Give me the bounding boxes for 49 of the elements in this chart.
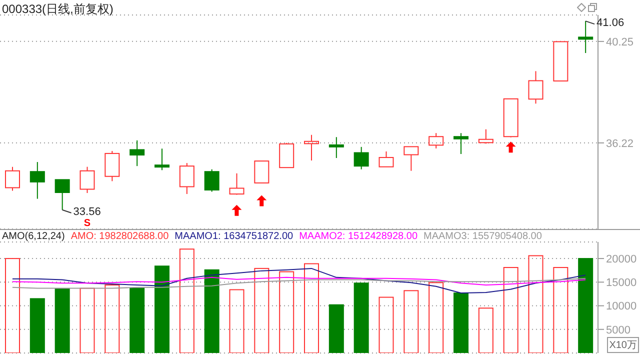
text: MAAMO1: 1634751872.00	[174, 231, 294, 242]
bar	[229, 289, 244, 353]
line-series	[12, 268, 586, 294]
annotation: 41.06	[596, 17, 624, 30]
bar	[30, 298, 45, 353]
y-tick-label: 40.25	[606, 36, 634, 48]
bar	[328, 304, 344, 353]
line-series	[12, 276, 586, 286]
candlestick	[130, 140, 145, 167]
y-tick-label: 15000	[606, 277, 637, 290]
y-tick-label: 20000	[606, 253, 637, 266]
bar	[428, 282, 444, 353]
bar	[204, 269, 220, 353]
bar	[130, 288, 145, 353]
point	[256, 195, 267, 206]
bar	[104, 284, 120, 353]
bar	[478, 308, 494, 353]
candlestick	[304, 134, 319, 162]
point	[232, 204, 242, 216]
point	[506, 142, 516, 153]
candlestick	[328, 136, 344, 158]
bar	[279, 271, 294, 353]
bar	[254, 268, 270, 353]
bar	[179, 248, 194, 353]
bar	[80, 288, 95, 353]
candlestick	[30, 162, 45, 200]
text: MAAMO2: 1512428928.00	[299, 231, 418, 242]
annotation: 33.56	[73, 206, 101, 218]
y-tick-label: 10000	[606, 300, 637, 313]
y-tick-label: 5000	[606, 324, 630, 336]
bar	[354, 282, 369, 353]
bar	[404, 290, 419, 353]
annotation: S	[84, 218, 91, 229]
bar	[578, 258, 594, 353]
bar	[454, 292, 468, 353]
y-axis-title: X10万	[607, 337, 639, 353]
series-label: AMO: 1982802688.00	[70, 231, 169, 242]
bar	[553, 267, 568, 353]
legend-title: AMO(6,12,24)	[2, 231, 65, 242]
bar	[54, 288, 70, 353]
bar	[528, 255, 544, 353]
bar	[154, 266, 170, 353]
bar	[503, 267, 518, 353]
bar	[378, 296, 394, 353]
y-tick-label: 36.22	[606, 138, 634, 150]
bar	[5, 258, 20, 353]
bar	[304, 263, 319, 353]
chart-title: 000333(日线,前复权)	[2, 1, 114, 18]
text: MAAMO3: 1557905408.00	[424, 231, 542, 242]
